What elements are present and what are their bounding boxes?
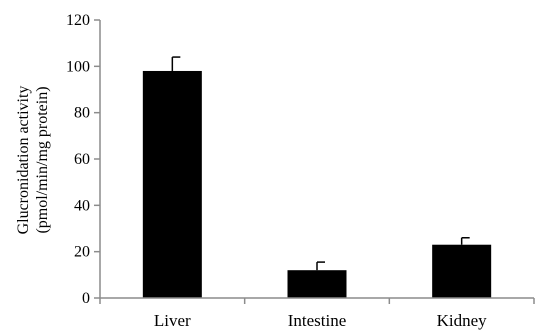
bar-liver (142, 70, 202, 298)
error-bars (171, 56, 470, 271)
y-tick-label: 20 (74, 244, 90, 261)
y-tick-label: 120 (66, 12, 90, 29)
x-category-label: Intestine (288, 311, 347, 330)
bar-intestine (287, 270, 347, 298)
y-axis-title-line-2: (pmol/min/mg protein) (34, 86, 51, 233)
y-tick-label: 60 (74, 151, 90, 168)
x-category-label: Kidney (437, 311, 488, 330)
axes (99, 20, 535, 304)
y-axis-title-line-1: Glucronidation activity (15, 86, 32, 235)
bars (142, 70, 492, 298)
y-axis-title: Glucronidation activity (pmol/min/mg pro… (15, 86, 51, 235)
y-axis-ticks: 0 20 40 60 80 100 120 (66, 12, 100, 307)
y-tick-label: 40 (74, 197, 90, 214)
y-tick-label: 80 (74, 105, 90, 122)
bar-kidney (432, 244, 492, 298)
x-category-label: Liver (154, 311, 191, 330)
y-tick-label: 100 (66, 58, 90, 75)
x-axis-labels: Liver Intestine Kidney (154, 311, 487, 330)
y-tick-label: 0 (82, 290, 90, 307)
